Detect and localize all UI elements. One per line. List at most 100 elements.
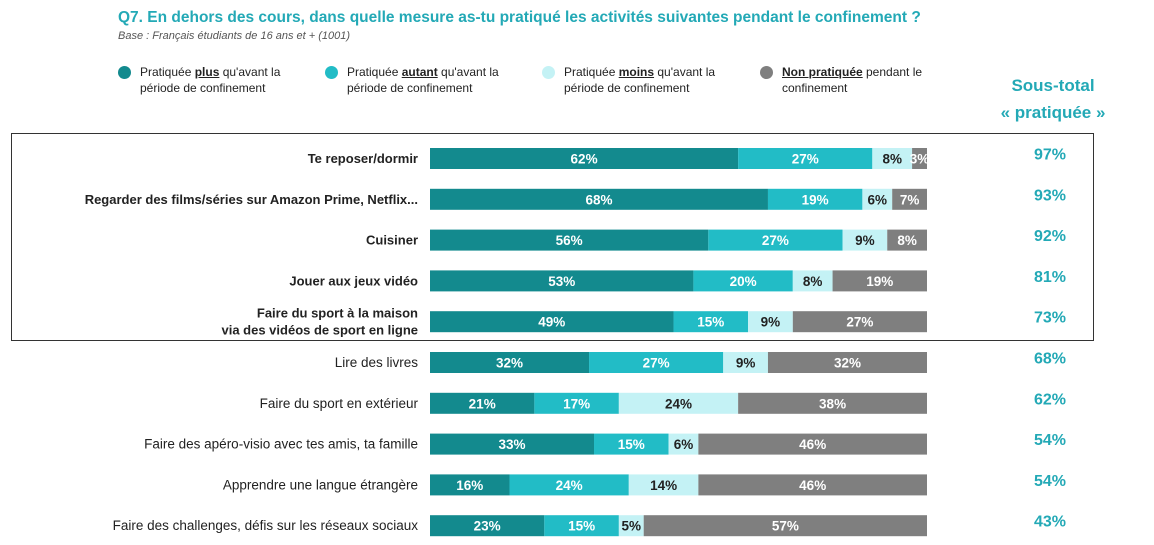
bar-segment [430, 352, 590, 373]
legend-item-autant: Pratiquée autant qu'avant la période de … [325, 64, 499, 96]
bar-value-label: 21% [469, 396, 496, 411]
bar-value-label: 6% [674, 437, 694, 452]
bar-value-label: 19% [802, 192, 829, 207]
bar-segment [594, 433, 669, 455]
bar-segment [792, 270, 833, 292]
bar-segment [842, 229, 888, 251]
bar-segment [589, 352, 724, 373]
legend-dot-non [760, 66, 773, 79]
bar-value-label: 9% [761, 315, 781, 330]
bar-value-label: 27% [762, 233, 789, 248]
bar-value-label: 46% [799, 437, 826, 452]
subtotal-header-line2: « pratiquée » [1000, 103, 1106, 122]
bar-value-label: 57% [772, 519, 799, 534]
category-label: Faire du sport en extérieur [260, 396, 419, 411]
bar-segment [698, 433, 927, 455]
bar-segment [767, 352, 927, 373]
bar-segment [887, 229, 927, 251]
bar-segment [430, 229, 709, 251]
bar-segment [618, 515, 644, 537]
subtotal-value: 43% [1034, 514, 1066, 531]
bar-segment [832, 270, 927, 292]
bar-segment [738, 392, 927, 414]
bar-value-label: 19% [866, 274, 893, 289]
bar-value-label: 62% [571, 152, 598, 167]
bar-segment [708, 229, 843, 251]
category-label: Te reposer/dormir [308, 151, 418, 166]
bar-segment [430, 433, 595, 455]
subtotal-value: 73% [1034, 310, 1066, 327]
bar-value-label: 15% [618, 437, 645, 452]
subtotal-value: 81% [1034, 269, 1066, 286]
bar-segment [544, 515, 619, 537]
legend-dot-moins [542, 66, 555, 79]
bar-value-label: 49% [538, 315, 565, 330]
category-label: Lire des livres [335, 355, 419, 370]
bar-value-label: 15% [697, 315, 724, 330]
bar-value-label: 53% [548, 274, 575, 289]
bar-segment [430, 474, 510, 496]
category-label: Faire des apéro-visio avec tes amis, ta … [144, 437, 418, 452]
bar-value-label: 23% [474, 519, 501, 534]
bar-value-label: 8% [803, 274, 823, 289]
highlight-box [11, 133, 1094, 341]
bar-value-label: 15% [568, 519, 595, 534]
bar-value-label: 6% [868, 192, 888, 207]
bar-segment [509, 474, 629, 496]
subtotal-value: 62% [1034, 391, 1066, 408]
bar-value-label: 24% [556, 478, 583, 493]
bar-segment [430, 515, 545, 537]
subtotal-value: 54% [1034, 473, 1066, 490]
bar-value-label: 7% [900, 192, 920, 207]
legend-item-non: Non pratiquée pendant le confinement [760, 64, 922, 96]
category-label: Apprendre une langue étrangère [223, 477, 418, 492]
bar-segment [430, 148, 739, 169]
bar-value-label: 68% [585, 192, 612, 207]
bar-segment [738, 148, 873, 169]
category-label: Regarder des films/séries sur Amazon Pri… [85, 192, 418, 207]
legend-dot-plus [118, 66, 131, 79]
bar-value-label: 5% [622, 519, 642, 534]
bar-value-label: 33% [498, 437, 525, 452]
bar-segment [862, 188, 893, 210]
bar-segment [693, 270, 793, 292]
bar-segment [430, 392, 535, 414]
subtotal-value: 97% [1034, 147, 1066, 164]
category-label: Faire des challenges, défis sur les rése… [113, 518, 419, 533]
bar-value-label: 32% [834, 356, 861, 371]
bar-value-label: 16% [456, 478, 483, 493]
subtotal-value: 54% [1034, 432, 1066, 449]
bar-value-label: 32% [496, 356, 523, 371]
bar-value-label: 9% [855, 233, 875, 248]
bar-segment [430, 270, 694, 292]
bar-value-label: 46% [799, 478, 826, 493]
bar-value-label: 9% [736, 356, 756, 371]
subtotal-value: 92% [1034, 228, 1066, 245]
bar-segment [668, 433, 699, 455]
bar-segment [698, 474, 927, 496]
bar-segment [643, 515, 927, 537]
bar-value-label: 24% [665, 396, 692, 411]
bar-segment [430, 188, 768, 210]
chart-subtitle: Base : Français étudiants de 16 ans et +… [118, 30, 351, 42]
subtotal-header-line1: Sous-total [1011, 76, 1095, 95]
bar-segment [892, 188, 927, 210]
legend-label-non: Non pratiquée pendant le confinement [782, 65, 923, 95]
bar-value-label: 56% [556, 233, 583, 248]
bar-segment [534, 392, 619, 414]
bar-value-label: 8% [897, 233, 917, 248]
category-label: Jouer aux jeux vidéo [289, 273, 418, 288]
bar-value-label: 8% [882, 152, 902, 167]
legend-label-plus: Pratiquée plus qu'avant la période de co… [140, 65, 281, 95]
bar-value-label: 27% [792, 152, 819, 167]
legend-item-plus: Pratiquée plus qu'avant la période de co… [118, 64, 280, 96]
bar-segment [673, 311, 749, 333]
legend-dot-autant [325, 66, 338, 79]
bar-value-label: 17% [563, 396, 590, 411]
bar-value-label: 27% [643, 356, 670, 371]
bar-value-label: 14% [650, 478, 677, 493]
legend-item-moins: Pratiquée moins qu'avant la période de c… [542, 64, 715, 96]
bar-segment [767, 188, 863, 210]
bar-segment [430, 311, 674, 333]
subtotal-header: Sous-total « pratiquée » [986, 72, 1120, 126]
